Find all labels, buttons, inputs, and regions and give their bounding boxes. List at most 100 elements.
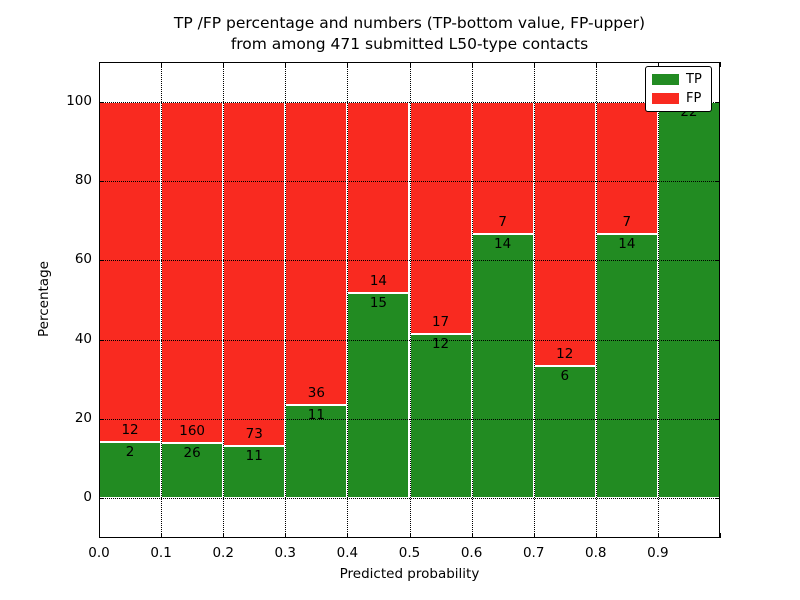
tp-count-label-3: 11 — [307, 407, 325, 424]
x-tick-top — [533, 62, 535, 67]
vertical-gridline — [285, 62, 287, 538]
chart-title-line2: from among 471 submitted L50-type contac… — [230, 35, 589, 53]
x-tick-bottom — [99, 533, 100, 538]
y-tick-label-60: 60 — [74, 251, 92, 268]
fp-count-label-7: 12 — [556, 346, 574, 363]
x-tick-label-0.4: 0.4 — [336, 545, 359, 561]
x-tick-label-0.1: 0.1 — [150, 545, 172, 561]
x-tick-label-0.8: 0.8 — [585, 545, 607, 561]
y-tick-label-80: 80 — [74, 172, 92, 188]
x-tick-top — [720, 62, 721, 67]
x-tick-bottom — [720, 533, 721, 538]
x-tick-label-0.6: 0.6 — [460, 545, 483, 561]
legend-label-FP: FP — [686, 91, 702, 106]
x-tick-top — [471, 62, 473, 67]
bar-segment-fp-7 — [533, 101, 596, 367]
legend-entry-FP: FP — [652, 92, 705, 105]
x-tick-bottom — [657, 533, 659, 538]
fp-count-label-2: 73 — [245, 426, 263, 443]
x-tick-label-0.0: 0.0 — [88, 545, 110, 561]
vertical-gridline — [223, 62, 225, 538]
bar-segment-fp-1 — [161, 101, 224, 443]
x-tick-bottom — [409, 533, 411, 538]
x-tick-label-0.9: 0.9 — [647, 545, 669, 561]
y-tick-left — [99, 101, 104, 103]
vertical-gridline — [347, 62, 349, 538]
tp-count-label-1: 26 — [183, 444, 201, 461]
vertical-gridline — [595, 62, 597, 538]
x-tick-top — [657, 62, 659, 67]
x-tick-top — [99, 62, 100, 67]
legend-box: TP FP — [645, 66, 712, 112]
vertical-gridline — [533, 62, 535, 538]
bar-segment-fp-2 — [223, 101, 286, 447]
x-tick-top — [347, 62, 349, 67]
y-tick-right — [715, 181, 720, 182]
vertical-gridline — [471, 62, 473, 538]
horizontal-gridline — [99, 260, 720, 262]
tp-count-label-8: 14 — [618, 235, 636, 252]
horizontal-gridline — [99, 419, 720, 420]
tp-count-label-5: 12 — [431, 336, 450, 353]
bar-segment-tp-9 — [657, 101, 720, 499]
fp-count-label-0: 12 — [121, 421, 139, 438]
fp-count-label-4: 14 — [369, 273, 388, 290]
tp-count-label-4: 15 — [369, 295, 388, 312]
y-tick-label-20: 20 — [74, 410, 92, 426]
bar-segment-tp-1 — [161, 442, 224, 499]
bar-segment-tp-8 — [595, 233, 658, 499]
bar-segment-fp-0 — [99, 101, 162, 442]
y-axis-label: Percentage — [36, 261, 52, 337]
x-tick-label-0.3: 0.3 — [274, 545, 297, 561]
tp-count-label-2: 11 — [245, 448, 263, 465]
vertical-gridline — [409, 62, 411, 538]
vertical-gridline — [161, 62, 163, 538]
chart-title-line1: TP /FP percentage and numbers (TP-bottom… — [173, 14, 646, 32]
fp-count-label-1: 160 — [179, 422, 206, 439]
bar-segment-tp-3 — [285, 405, 348, 499]
legend-swatch-FP — [652, 93, 679, 104]
x-tick-top — [223, 62, 225, 67]
horizontal-gridline — [99, 339, 720, 341]
fp-count-label-5: 17 — [431, 314, 450, 331]
y-tick-left — [99, 498, 104, 500]
y-tick-right — [715, 498, 720, 500]
vertical-gridline — [657, 62, 659, 538]
x-tick-bottom — [471, 533, 473, 538]
legend-entry-TP: TP — [652, 73, 705, 86]
fp-count-label-3: 36 — [307, 385, 325, 402]
y-tick-label-100: 100 — [66, 92, 92, 109]
x-axis-label: Predicted probability — [339, 566, 480, 582]
bar-segment-fp-4 — [347, 101, 410, 294]
bar-segment-fp-3 — [285, 101, 348, 406]
horizontal-gridline — [99, 101, 720, 103]
y-tick-left — [99, 260, 104, 262]
y-tick-label-40: 40 — [74, 330, 92, 347]
tp-count-label-0: 2 — [125, 443, 135, 460]
bar-segment-fp-8 — [595, 101, 658, 234]
legend-label-TP: TP — [686, 72, 702, 87]
tp-count-label-6: 14 — [494, 235, 512, 252]
fp-count-label-8: 7 — [622, 213, 632, 230]
y-tick-left — [99, 419, 104, 420]
x-tick-label-0.5: 0.5 — [398, 545, 421, 561]
x-tick-bottom — [347, 533, 349, 538]
bar-segment-fp-6 — [471, 101, 534, 234]
x-tick-label-0.2: 0.2 — [212, 545, 234, 561]
x-tick-bottom — [533, 533, 535, 538]
bar-segment-tp-0 — [99, 441, 162, 499]
y-tick-label-0: 0 — [83, 489, 92, 506]
horizontal-gridline — [99, 498, 720, 500]
y-tick-right — [715, 339, 720, 341]
horizontal-gridline — [99, 181, 720, 182]
x-tick-top — [285, 62, 287, 67]
x-tick-bottom — [595, 533, 597, 538]
x-tick-label-0.7: 0.7 — [522, 545, 545, 561]
y-tick-left — [99, 339, 104, 341]
fp-count-label-6: 7 — [498, 213, 507, 230]
x-tick-top — [161, 62, 163, 67]
legend-swatch-TP — [652, 74, 679, 85]
x-tick-bottom — [285, 533, 287, 538]
x-tick-top — [595, 62, 597, 67]
